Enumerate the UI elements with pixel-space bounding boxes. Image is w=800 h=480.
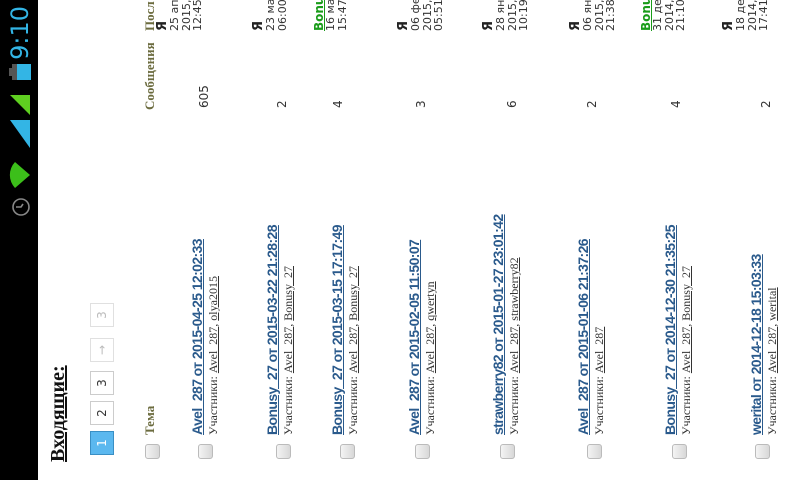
last-message-date: 15:47 xyxy=(335,0,349,31)
last-message-date: 18 де xyxy=(734,0,747,31)
message-count: 4 xyxy=(669,100,683,108)
message-count: 2 xyxy=(275,100,289,108)
message-count: 3 xyxy=(414,100,428,108)
conversation-link[interactable]: Bonusy_27 от 2014-12-30 21:35:25 xyxy=(662,225,678,435)
last-message-date: 21:10 xyxy=(674,0,687,31)
last-message-date: 05:51 xyxy=(432,0,445,31)
conversation-link[interactable]: Avel_287 от 2015-04-25 12:02:33 xyxy=(189,239,205,435)
conversation-link[interactable]: Bonusy_27 от 2015-03-15 17:17:49 xyxy=(329,225,345,435)
participants-label: Участники: xyxy=(423,376,437,435)
page-button-3[interactable]: 3 xyxy=(90,371,114,395)
last-message-date: 16 ма xyxy=(324,0,337,31)
last-message-date: 17:41 xyxy=(757,0,770,31)
participant-link[interactable]: Bonusy_27 xyxy=(679,266,693,321)
participants: Участники: Avel_287, strawberry82 xyxy=(507,257,521,435)
participants-label: Участники: xyxy=(507,376,521,435)
participants: Участники: Avel_287 xyxy=(592,327,607,435)
next-page-button[interactable]: → xyxy=(90,338,114,362)
message-count: 6 xyxy=(505,100,519,108)
participants-label: Участники: xyxy=(592,376,606,435)
last-message-date: 10:19 xyxy=(517,0,530,31)
participant-link[interactable]: qwertyn xyxy=(423,281,437,321)
conversation-link[interactable]: Bonusy_27 от 2015-03-22 21:28:28 xyxy=(264,225,280,435)
last-message: Я 28 ян 2015, 10:19 xyxy=(481,0,530,31)
row-checkbox[interactable] xyxy=(587,444,602,459)
message-count: 2 xyxy=(585,100,599,108)
participant-link[interactable]: Bonusy_27 xyxy=(281,266,295,321)
select-all-checkbox[interactable] xyxy=(145,444,160,459)
participants: Участники: Avel_287, Bonusy_27 xyxy=(346,266,360,435)
last-message: Bonu 31 де 2014, 21:10 xyxy=(639,0,687,31)
last-message: Я 06 ян 2015, 21:38 xyxy=(568,0,617,31)
row-checkbox[interactable] xyxy=(340,444,355,459)
row-checkbox[interactable] xyxy=(755,444,770,459)
last-message-date: 21:38 xyxy=(604,0,617,31)
last-message-date: 06 ян xyxy=(581,0,594,31)
last-message-date: 25 ап xyxy=(168,0,181,31)
last-message-date: 12:45 xyxy=(191,0,204,31)
clock: 9:10 xyxy=(6,6,34,60)
signal-icon xyxy=(10,95,30,115)
participant-link[interactable]: strawberry82 xyxy=(507,257,521,321)
participant-link[interactable]: Avel_287 xyxy=(679,326,693,374)
participant-link[interactable]: Avel_287 xyxy=(765,326,779,374)
message-count: 2 xyxy=(759,100,773,108)
participants: Участники: Avel_287, olya2015 xyxy=(206,276,220,435)
alarm-icon xyxy=(12,198,30,216)
conversation-link[interactable]: werital от 2014-12-18 15:03:33 xyxy=(748,254,764,435)
participants-label: Участники: xyxy=(679,376,693,435)
participant-link[interactable]: Avel_287 xyxy=(423,326,437,374)
conversation-link[interactable]: strawberry82 от 2015-01-27 23:01:42 xyxy=(490,214,506,435)
participant-link[interactable]: Bonusy_27 xyxy=(346,266,360,321)
participant-link[interactable]: Avel_287 xyxy=(281,326,295,374)
conversation-link[interactable]: Avel_287 от 2015-01-06 21:37:26 xyxy=(575,239,591,435)
page-title: Входящие: xyxy=(47,365,69,462)
page-button-2[interactable]: 2 xyxy=(90,401,114,425)
last-message: Я 23 ма 06:00 xyxy=(251,0,289,31)
participants: Участники: Avel_287, Bonusy_27 xyxy=(679,266,693,435)
last-message-date: 06 фе xyxy=(409,0,422,31)
page-button-1[interactable]: 1 xyxy=(90,431,114,455)
participants: Участники: Avel_287, qwertyn xyxy=(423,281,437,435)
participants-label: Участники: xyxy=(206,376,220,435)
column-header-topic[interactable]: Тема xyxy=(142,405,157,435)
participants-label: Участники: xyxy=(346,376,360,435)
row-checkbox[interactable] xyxy=(415,444,430,459)
row-checkbox[interactable] xyxy=(672,444,687,459)
last-message-date: 31 де xyxy=(651,0,664,31)
last-message: Bonu 16 ма 15:47 xyxy=(312,0,349,31)
row-checkbox[interactable] xyxy=(198,444,213,459)
last-message-date: 06:00 xyxy=(275,0,289,31)
message-count: 4 xyxy=(331,100,345,108)
last-message: Я 25 ап 2015, 12:45 xyxy=(155,0,204,31)
signal-icon xyxy=(10,120,30,148)
message-count: 605 xyxy=(197,85,211,108)
column-header-messages[interactable]: Сообщения xyxy=(142,42,157,110)
status-bar: 9:10 xyxy=(0,0,38,480)
last-message-date: 23 ма xyxy=(264,0,277,31)
participant-link[interactable]: olya2015 xyxy=(206,276,220,321)
participants: Участники: Avel_287, werital xyxy=(765,287,779,435)
battery-icon xyxy=(9,64,31,80)
participants-label: Участники: xyxy=(281,376,295,435)
participants-label: Участники: xyxy=(765,376,779,435)
participant-link[interactable]: Avel_287 xyxy=(592,326,606,374)
participant-link[interactable]: Avel_287 xyxy=(346,326,360,374)
row-checkbox[interactable] xyxy=(276,444,291,459)
last-message: Я 18 де 2014, 17:41 xyxy=(721,0,770,31)
page-button-3[interactable]: 3 xyxy=(90,303,114,327)
participants: Участники: Avel_287, Bonusy_27 xyxy=(281,266,295,435)
last-message-date: 28 ян xyxy=(494,0,507,31)
conversation-link[interactable]: Avel_287 от 2015-02-05 11:50:07 xyxy=(406,239,422,435)
wifi-icon xyxy=(9,162,30,188)
participant-link[interactable]: Avel_287 xyxy=(507,326,521,374)
participant-link[interactable]: werital xyxy=(765,287,779,321)
participant-link[interactable]: Avel_287 xyxy=(206,326,220,374)
row-checkbox[interactable] xyxy=(500,444,515,459)
last-message: Я 06 фе 2015, 05:51 xyxy=(396,0,445,31)
